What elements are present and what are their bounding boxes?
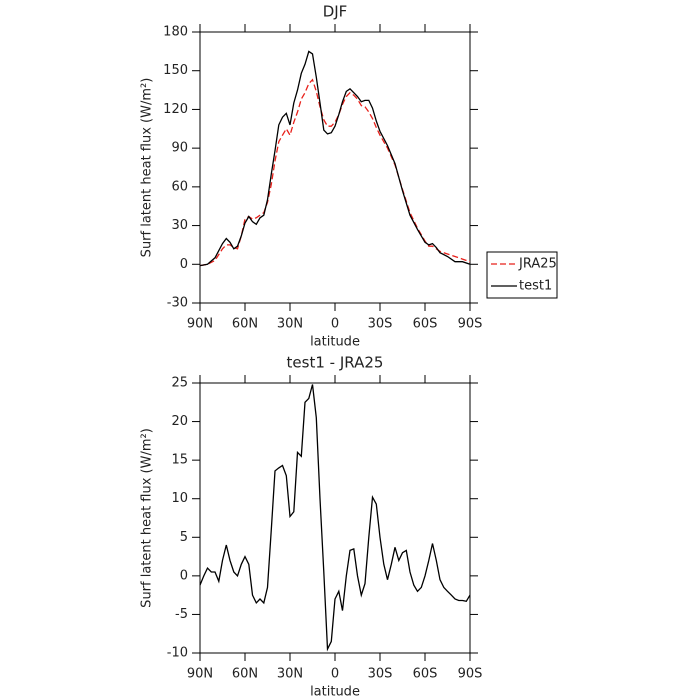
y-tick-label: 0	[180, 568, 188, 583]
y-tick-label: 5	[180, 530, 188, 545]
y-tick-label: -30	[167, 296, 188, 311]
chart-title: test1 - JRA25	[287, 354, 384, 372]
legend-label: test1	[519, 279, 552, 294]
y-tick-label: -5	[175, 607, 188, 622]
x-tick-label: 60S	[413, 317, 438, 332]
x-axis-label: latitude	[310, 685, 360, 700]
x-tick-label: 90S	[458, 317, 483, 332]
legend-box	[486, 251, 558, 299]
y-tick-label: 90	[171, 141, 188, 156]
x-axis-label: latitude	[310, 335, 360, 350]
x-tick-label: 90N	[187, 317, 213, 332]
x-tick-label: 0	[331, 667, 339, 682]
chart-title: DJF	[323, 3, 348, 21]
data-line	[199, 384, 471, 652]
x-tick-label: 30S	[368, 317, 393, 332]
x-tick-label: 30N	[277, 317, 303, 332]
y-tick-label: 60	[171, 179, 188, 194]
y-tick-label: 20	[171, 414, 188, 429]
y-tick-label: 120	[163, 102, 188, 117]
y-tick-label: 15	[171, 453, 188, 468]
x-tick-label: 60S	[413, 667, 438, 682]
x-tick-label: 60N	[232, 317, 258, 332]
y-tick-label: 180	[163, 25, 188, 40]
y-tick-label: 150	[163, 63, 188, 78]
y-tick-label: 0	[180, 257, 188, 272]
x-tick-label: 90N	[187, 667, 213, 682]
data-line	[199, 50, 471, 267]
y-tick-label: 30	[171, 218, 188, 233]
x-tick-label: 90S	[458, 667, 483, 682]
x-tick-label: 30N	[277, 667, 303, 682]
x-tick-label: 60N	[232, 667, 258, 682]
x-tick-label: 30S	[368, 667, 393, 682]
y-tick-label: 25	[171, 376, 188, 391]
y-axis-label: Surf latent heat flux (W/m²)	[140, 428, 155, 608]
y-tick-label: -10	[167, 646, 188, 661]
y-axis-label: Surf latent heat flux (W/m²)	[140, 78, 155, 258]
plot-frame	[199, 31, 471, 304]
legend-label: JRA25	[518, 257, 557, 272]
plot-frame	[199, 382, 471, 654]
x-tick-label: 0	[331, 317, 339, 332]
y-tick-label: 10	[171, 491, 188, 506]
